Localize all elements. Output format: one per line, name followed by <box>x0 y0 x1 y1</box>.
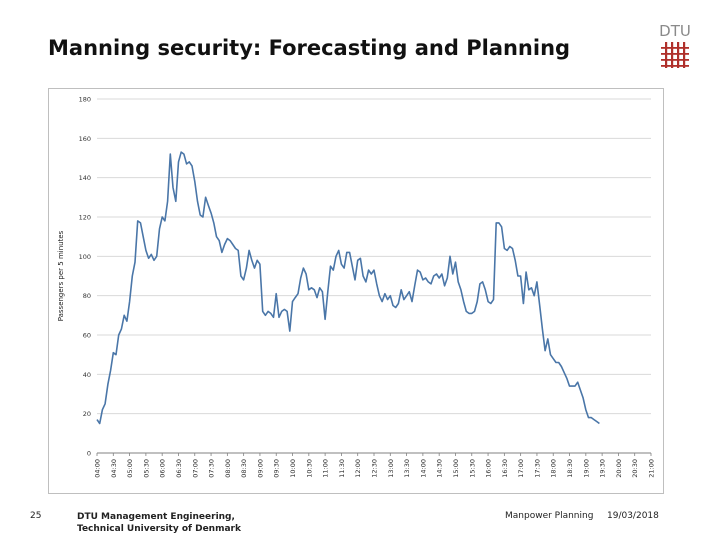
x-tick-label: 16:30 <box>501 459 509 478</box>
footer-org-line1: DTU Management Engineering, <box>77 512 235 522</box>
footer-org-line2: Technical University of Denmark <box>77 524 241 534</box>
x-tick-label: 08:00 <box>224 459 232 478</box>
y-tick-label: 100 <box>79 253 91 261</box>
x-tick-label: 07:30 <box>208 459 216 478</box>
x-tick-label: 14:30 <box>436 459 444 478</box>
x-tick-label: 07:00 <box>191 459 199 478</box>
x-tick-label: 06:00 <box>159 459 167 478</box>
footer-date: 19/03/2018 <box>607 511 659 521</box>
logo-text: DTU <box>659 22 691 40</box>
y-tick-label: 0 <box>87 450 91 458</box>
x-tick-label: 21:00 <box>648 459 656 478</box>
footer-organization: DTU Management Engineering, Technical Un… <box>77 511 241 535</box>
x-tick-label: 20:30 <box>631 459 639 478</box>
x-tick-label: 18:00 <box>550 459 558 478</box>
y-tick-label: 40 <box>83 371 91 379</box>
x-tick-label: 09:00 <box>256 459 264 478</box>
y-tick-label: 180 <box>79 96 91 104</box>
x-tick-label: 17:30 <box>533 459 541 478</box>
x-tick-label: 13:00 <box>387 459 395 478</box>
x-tick-label: 10:30 <box>305 459 313 478</box>
y-tick-label: 80 <box>83 292 91 300</box>
y-tick-label: 60 <box>83 332 91 340</box>
y-tick-label: 20 <box>83 410 91 418</box>
slide-number: 25 <box>30 511 42 521</box>
x-tick-label: 14:00 <box>419 459 427 478</box>
x-tick-label: 12:30 <box>371 459 379 478</box>
x-tick-label: 05:30 <box>142 459 150 478</box>
x-tick-label: 10:00 <box>289 459 297 478</box>
x-tick-label: 19:00 <box>582 459 590 478</box>
y-tick-label: 160 <box>79 135 91 143</box>
line-chart: 0 20 40 60 80 100 120 140 160 180 04:00 04:30 05:00… <box>57 96 656 478</box>
x-tick-label: 04:30 <box>110 459 118 478</box>
x-tick-label: 20:00 <box>615 459 623 478</box>
x-tick-label: 16:00 <box>485 459 493 478</box>
x-tick-label: 19:30 <box>599 459 607 478</box>
chart-frame: 0 20 40 60 80 100 120 140 160 180 04:00 04:30 05:00… <box>48 88 664 494</box>
x-tick-label: 17:00 <box>517 459 525 478</box>
y-tick-label: 120 <box>79 214 91 222</box>
y-tick-label: 140 <box>79 174 91 182</box>
x-tick-label: 12:00 <box>354 459 362 478</box>
x-tick-label: 08:30 <box>240 459 248 478</box>
x-tick-label: 05:00 <box>126 459 134 478</box>
x-tick-label: 13:30 <box>403 459 411 478</box>
x-tick-label: 09:30 <box>273 459 281 478</box>
x-tick-label: 11:00 <box>322 459 330 478</box>
footer-topic: Manpower Planning <box>505 511 594 521</box>
x-tick-label: 15:30 <box>468 459 476 478</box>
logo-mark <box>661 42 689 68</box>
x-tick-label: 15:00 <box>452 459 460 478</box>
x-tick-label: 04:00 <box>94 459 102 478</box>
series-line <box>96 151 600 425</box>
slide-title: Manning security: Forecasting and Planni… <box>48 36 571 60</box>
x-tick-label: 11:30 <box>338 459 346 478</box>
dtu-logo: DTU <box>658 20 692 70</box>
x-tick-label: 18:30 <box>566 459 574 478</box>
x-tick-label: 06:30 <box>175 459 183 478</box>
y-axis-label: Passengers per 5 minutes <box>57 230 65 321</box>
